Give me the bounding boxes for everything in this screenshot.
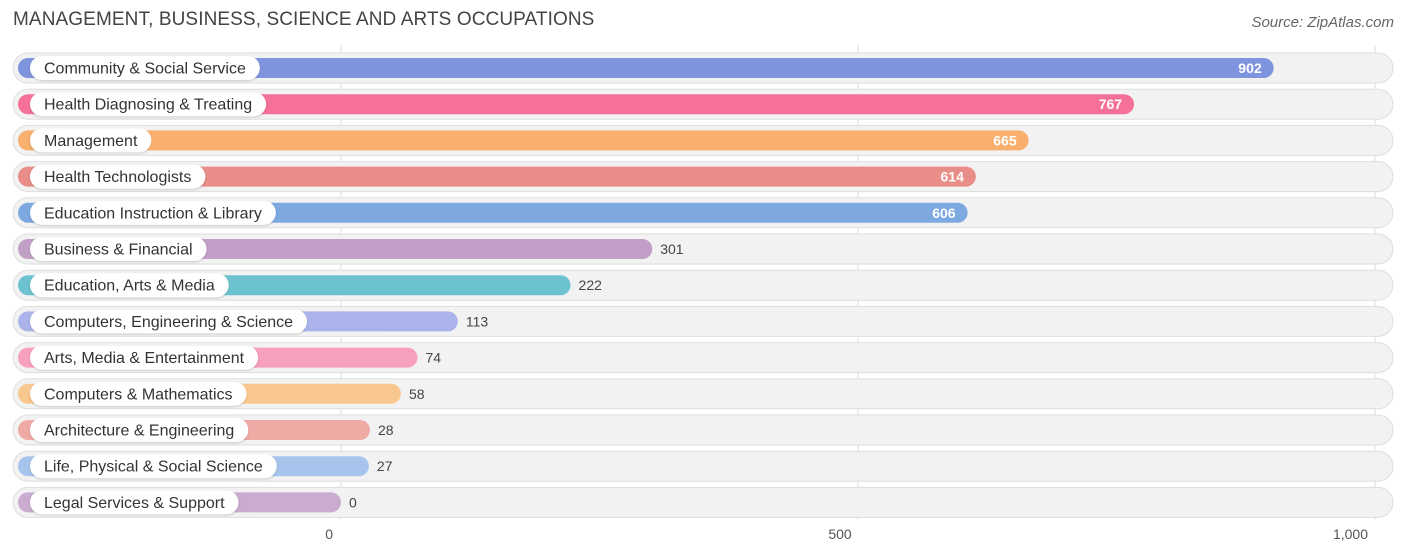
data-label: 665 [993, 132, 1017, 148]
bar-label-pill [30, 273, 229, 298]
chart-source: Source: ZipAtlas.com [1251, 14, 1394, 31]
data-label: 606 [932, 205, 956, 221]
tick-label: 0 [325, 526, 333, 542]
bar-label: Computers, Engineering & Science [44, 314, 293, 331]
bar [18, 130, 1029, 151]
bar-label: Community & Social Service [44, 61, 246, 78]
bar-label-pill [30, 92, 267, 117]
bar-label-pill [30, 345, 259, 370]
bar-label-pill [30, 454, 277, 479]
bar-label: Arts, Media & Entertainment [44, 350, 245, 367]
bar-row: Management 665 [12, 124, 1394, 156]
bar-track [12, 486, 1394, 518]
data-label: 767 [1099, 96, 1123, 112]
data-label: 222 [579, 277, 603, 293]
bar-label: Life, Physical & Social Science [44, 459, 263, 476]
bar-label-pill [30, 128, 152, 153]
bar-label-pill [30, 309, 308, 334]
data-label: 0 [349, 494, 357, 510]
bar-rows: Community & Social Service 902 Health Diag… [12, 52, 1394, 518]
bar-row: Education, Arts & Media 222 [12, 269, 1394, 301]
bar-label-pill [30, 418, 249, 442]
bar-label: Health Diagnosing & Treating [44, 97, 252, 114]
chart-title: MANAGEMENT, BUSINESS, SCIENCE AND ARTS O… [13, 9, 595, 30]
bar-row: Architecture & Engineering 28 [12, 414, 1394, 446]
bar [18, 94, 1135, 115]
data-label: 27 [377, 458, 393, 474]
bar-label-pill [30, 237, 207, 261]
bar-label: Management [44, 133, 138, 150]
bar-label: Legal Services & Support [44, 495, 225, 512]
bar-label-pill [30, 381, 247, 406]
bar-row: Arts, Media & Entertainment 74 [12, 342, 1394, 374]
bar-row: Community & Social Service 902 [12, 52, 1394, 84]
data-label: 902 [1238, 60, 1262, 76]
bar-row: Computers & Mathematics 58 [12, 378, 1394, 410]
bar-label-pill [30, 56, 260, 80]
tick-label: 500 [828, 526, 852, 542]
bar-row: Life, Physical & Social Science 27 [12, 450, 1394, 482]
bar-row: Legal Services & Support 0 [12, 486, 1394, 518]
bar [18, 58, 1274, 78]
bar-row: Education Instruction & Library 606 [12, 197, 1394, 229]
data-label: 28 [378, 422, 394, 438]
bar [18, 166, 976, 187]
data-label: 614 [941, 169, 965, 185]
bar-row: Computers, Engineering & Science 113 [12, 305, 1394, 337]
bar-row: Business & Financial 301 [12, 233, 1394, 265]
bar-label: Education, Arts & Media [44, 278, 215, 295]
bar-label: Education Instruction & Library [44, 205, 262, 222]
bar-label: Architecture & Engineering [44, 423, 234, 440]
bar-label-pill [30, 164, 206, 189]
bar-row: Health Technologists 614 [12, 161, 1394, 193]
tick-label: 1,000 [1333, 526, 1368, 542]
data-label: 58 [409, 386, 425, 402]
bar-row: Health Diagnosing & Treating 767 [12, 88, 1394, 120]
bar-label-pill [30, 200, 276, 225]
data-label: 301 [660, 241, 684, 257]
data-label: 113 [466, 313, 489, 329]
bar-label-pill [30, 490, 239, 515]
bar-label: Business & Financial [44, 242, 193, 259]
bar-label: Computers & Mathematics [44, 386, 233, 403]
x-axis-ticks: 0 500 1,000 [325, 526, 1368, 542]
bar-label: Health Technologists [44, 169, 191, 186]
data-label: 74 [426, 350, 442, 366]
